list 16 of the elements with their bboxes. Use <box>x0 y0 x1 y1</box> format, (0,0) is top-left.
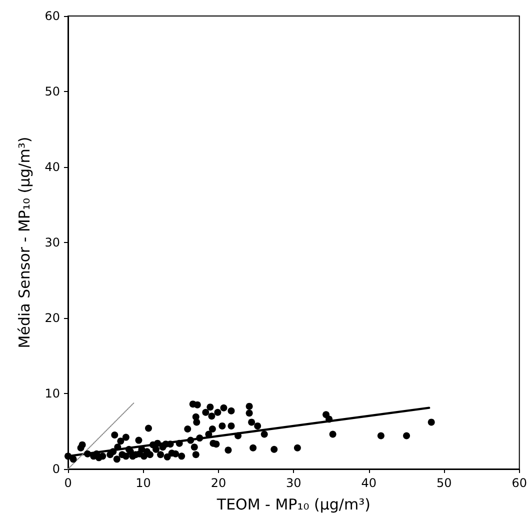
x-tick-label: 50 <box>436 476 452 490</box>
x-tick-label: 20 <box>210 476 226 490</box>
y-axis-title: Média Sensor - MP₁₀ (μg/m³) <box>16 136 34 348</box>
x-axis-title: TEOM - MP₁₀ (μg/m³) <box>216 496 370 514</box>
x-tick-label: 40 <box>361 476 377 490</box>
y-tick-label: 50 <box>44 84 60 98</box>
y-tick-label: 60 <box>44 9 60 23</box>
y-tick-label: 0 <box>52 462 60 476</box>
y-tick-label: 10 <box>44 386 60 400</box>
y-tick-label: 20 <box>44 311 60 325</box>
x-tick-label: 60 <box>512 476 528 490</box>
x-tick-label: 10 <box>136 476 151 490</box>
x-tick-label: 30 <box>286 476 302 490</box>
y-tick-label: 40 <box>44 160 60 174</box>
x-tick-label: 0 <box>64 476 72 490</box>
y-tick-label: 30 <box>44 236 60 250</box>
